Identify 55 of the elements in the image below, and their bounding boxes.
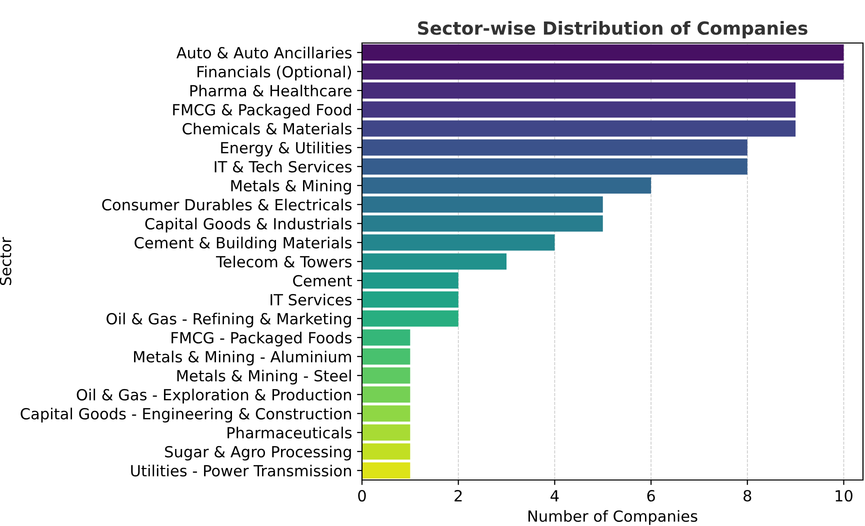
bar [362, 272, 458, 289]
bar [362, 367, 410, 384]
y-tick-label: Cement [293, 274, 352, 287]
bar [362, 405, 410, 422]
y-tick-label: Chemicals & Materials [182, 122, 352, 135]
bar [362, 348, 410, 365]
bar [362, 120, 796, 137]
bar [362, 158, 748, 175]
y-tick-label: Metals & Mining - Steel [177, 370, 351, 384]
bar [362, 82, 796, 99]
y-tick-label: FMCG & Packaged Food [173, 104, 351, 118]
bar [362, 63, 844, 80]
y-tick-label: Capital Goods & Industrials [145, 218, 352, 232]
y-tick-label: Oil & Gas - Exploration & Production [76, 388, 351, 404]
y-tick-label: Utilities - Power Transmission [131, 464, 351, 477]
bar [362, 424, 410, 441]
x-tick-label: 2 [454, 490, 462, 502]
y-tick-label: IT Services [270, 294, 352, 306]
y-tick-label: Telecom & Towers [216, 256, 352, 268]
y-tick-label: Energy & Utilities [221, 142, 352, 156]
chart-title: Sector-wise Distribution of Companies [418, 20, 808, 38]
x-tick-label: 8 [744, 490, 752, 502]
y-tick-label: Capital Goods - Engineering & Construction [20, 408, 351, 422]
bar [362, 386, 410, 403]
bar [362, 139, 748, 156]
bar [362, 310, 458, 327]
y-tick-label: Metals & Mining - Aluminium [134, 350, 351, 366]
bar [362, 253, 507, 270]
y-tick-label: Consumer Durables & Electricals [102, 198, 352, 211]
y-tick-label: Pharmaceuticals [228, 426, 352, 439]
y-tick-label: Auto & Auto Ancillaries [176, 46, 352, 59]
x-tick-label: 6 [647, 490, 655, 502]
y-tick-label: Oil & Gas - Refining & Marketing [106, 312, 351, 328]
bar [362, 234, 555, 251]
bar [362, 196, 603, 213]
x-tick-label: 10 [836, 490, 852, 502]
y-tick-label: Metals & Mining [231, 180, 351, 194]
x-axis-title: Number of Companies [528, 510, 698, 525]
x-tick-label: 4 [550, 490, 559, 502]
y-tick-label: Cement & Building Materials [134, 236, 352, 252]
bar [362, 215, 603, 232]
bar [362, 443, 410, 460]
bar [362, 177, 652, 194]
bar [362, 291, 458, 308]
y-axis-title: Sector [0, 236, 12, 286]
bar [362, 44, 844, 61]
bar [362, 329, 410, 346]
bar [362, 101, 796, 118]
y-tick-label: IT & Tech Services [214, 160, 352, 173]
y-tick-label: Financials (Optional) [198, 66, 351, 80]
y-tick-label: Sugar & Agro Processing [165, 446, 351, 460]
y-tick-label: Pharma & Healthcare [190, 84, 352, 97]
y-tick-label: FMCG - Packaged Foods [172, 332, 352, 346]
bar [362, 462, 410, 479]
x-tick-label: 0 [358, 490, 366, 502]
